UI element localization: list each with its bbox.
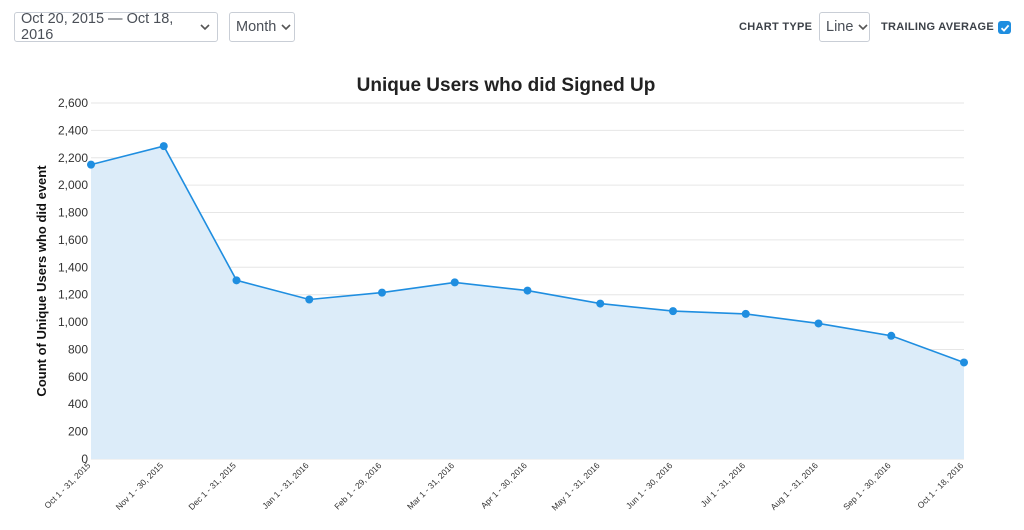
data-point[interactable] xyxy=(378,288,386,297)
date-range-value: Oct 20, 2015 — Oct 18, 2016 xyxy=(21,11,174,43)
y-tick-label: 1,400 xyxy=(58,260,88,274)
x-tick-label: May 1 - 31, 2016 xyxy=(549,460,601,512)
x-tick-label: Aug 1 - 31, 2016 xyxy=(768,460,820,512)
chevron-down-icon xyxy=(280,21,292,33)
area-fill xyxy=(91,146,964,459)
chevron-down-icon xyxy=(199,21,211,33)
y-tick-label: 2,400 xyxy=(58,123,88,137)
y-tick-label: 600 xyxy=(68,370,88,384)
data-point[interactable] xyxy=(450,278,459,287)
date-range-select[interactable]: Oct 20, 2015 — Oct 18, 2016 xyxy=(14,11,218,43)
y-tick-label: 1,200 xyxy=(58,288,88,302)
y-tick-label: 2,600 xyxy=(58,96,88,110)
data-point[interactable] xyxy=(87,160,95,169)
x-tick-label: Jun 1 - 30, 2016 xyxy=(624,460,675,511)
toolbar: Oct 20, 2015 — Oct 18, 2016 Month CHART … xyxy=(14,11,1011,44)
chart-title: Unique Users who did Signed Up xyxy=(357,75,656,96)
x-tick-label: Jan 1 - 31, 2016 xyxy=(260,460,311,511)
trailing-average-checkbox[interactable] xyxy=(998,21,1011,34)
y-tick-label: 2,000 xyxy=(58,178,88,192)
y-tick-label: 200 xyxy=(68,425,88,439)
x-tick-label: Nov 1 - 30, 2015 xyxy=(114,460,166,512)
data-point[interactable] xyxy=(741,309,750,318)
y-tick-label: 800 xyxy=(68,342,88,356)
y-tick-label: 1,600 xyxy=(58,233,88,247)
data-point[interactable] xyxy=(669,307,677,316)
x-tick-label: Apr 1 - 30, 2016 xyxy=(479,460,529,510)
y-tick-label: 1,000 xyxy=(58,315,88,329)
y-tick-label: 2,200 xyxy=(58,151,88,165)
chevron-down-icon xyxy=(857,21,869,33)
x-tick-label: Oct 1 - 31, 2015 xyxy=(42,460,92,510)
y-axis-label: Count of Unique Users who did event xyxy=(34,165,49,397)
data-point[interactable] xyxy=(960,358,968,367)
x-axis-ticks: Oct 1 - 31, 2015 Nov 1 - 30, 2015 Dec 1 - … xyxy=(42,460,965,512)
x-tick-label: Oct 1 - 18, 2016 xyxy=(915,460,965,510)
x-tick-label: Sep 1 - 30, 2016 xyxy=(841,460,893,512)
interval-select[interactable]: Month xyxy=(229,12,295,42)
x-tick-label: Mar 1 - 31, 2016 xyxy=(405,460,456,511)
x-tick-label: Feb 1 - 29, 2016 xyxy=(332,460,383,511)
checkmark-icon xyxy=(1000,24,1009,32)
data-points xyxy=(87,142,968,367)
trailing-average-label: TRAILING AVERAGE xyxy=(881,21,994,33)
y-tick-label: 0 xyxy=(81,452,88,466)
y-tick-label: 1,800 xyxy=(58,206,88,220)
data-point[interactable] xyxy=(232,276,241,285)
chart-type-select[interactable]: Line xyxy=(819,12,870,42)
chart-type-label: CHART TYPE xyxy=(739,21,813,33)
interval-value: Month xyxy=(236,19,277,35)
y-axis-ticks: 0 200 400 600 800 1,000 1,200 1,400 1,600 1,800 2,… xyxy=(58,96,88,466)
data-point[interactable] xyxy=(596,299,605,308)
data-point[interactable] xyxy=(305,295,314,304)
y-tick-label: 400 xyxy=(68,397,88,411)
x-tick-label: Jul 1 - 31, 2016 xyxy=(699,460,748,509)
data-point[interactable] xyxy=(523,286,532,295)
chart-type-value: Line xyxy=(826,19,854,35)
data-point[interactable] xyxy=(814,319,823,328)
data-point[interactable] xyxy=(159,142,168,151)
data-point[interactable] xyxy=(887,331,896,340)
x-tick-label: Dec 1 - 31, 2015 xyxy=(186,460,238,512)
